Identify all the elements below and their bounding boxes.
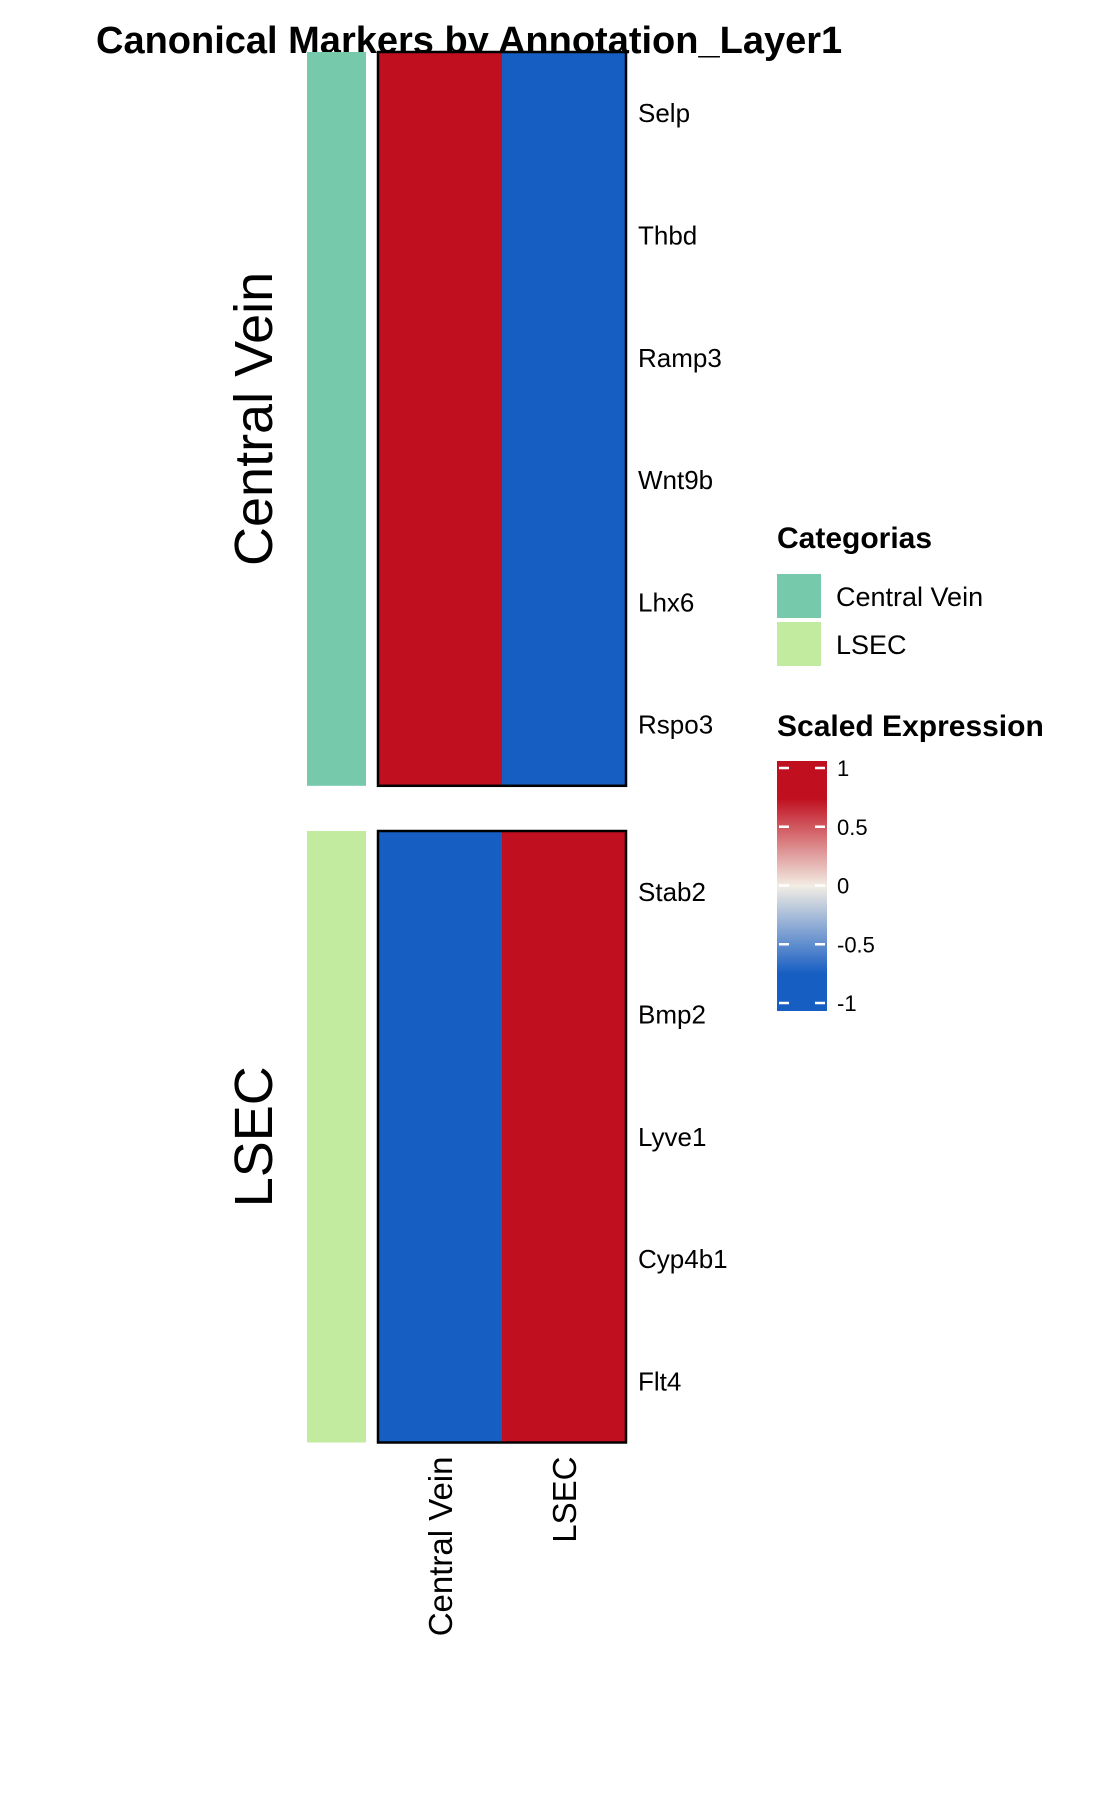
scale-tick-label: 0 [837,874,849,899]
heatmap-cell-ramp3-lsec [502,296,627,420]
row-label-lyve1: Lyve1 [638,1122,706,1152]
heatmap-cell-cyp4b1-lsec [502,1197,627,1321]
row-label-rspo3: Rspo3 [638,710,713,740]
row-label-selp: Selp [638,98,690,128]
row-label-stab2: Stab2 [638,877,706,907]
legend-label-lsec: LSEC [836,630,907,660]
heatmap-cell-selp-central-vein [378,52,503,175]
row-label-ramp3: Ramp3 [638,343,722,373]
column-label-lsec: LSEC [546,1457,583,1543]
heatmap-cell-lyve1-lsec [502,1075,627,1199]
heatmap-cell-ramp3-central-vein [378,296,503,420]
heatmap-cell-bmp2-lsec [502,953,627,1077]
heatmap-cell-flt4-central-vein [378,1320,503,1444]
legend-categories: Categorias Central Vein LSEC [777,522,983,666]
row-group-label-lsec: LSEC [224,1066,284,1207]
row-labels: Selp Thbd Ramp3 Wnt9b Lhx6 Rspo3 Stab2 Bmp2 Lyve… [638,98,728,1396]
heatmap-block-border-lsec [376,829,628,1444]
row-label-thbd: Thbd [638,220,697,250]
heatmap-cell-rspo3-central-vein [378,663,503,787]
heatmap-cell-selp-lsec [502,52,627,175]
heatmap-cell-stab2-central-vein [378,831,503,954]
scale-tick-label: 1 [837,756,849,781]
legend-swatch-central-vein [777,574,821,618]
heatmap-cell-thbd-lsec [502,174,627,298]
legend-categories-title: Categorias [777,522,932,555]
row-label-cyp4b1: Cyp4b1 [638,1244,728,1274]
heatmap-cell-lhx6-central-vein [378,541,503,665]
legend-scale: Scaled Expression 1 0.5 0 -0.5 -1 [777,710,1044,1016]
annotation-bar-lsec [307,831,366,1443]
row-group-annotation-bars [307,52,366,1443]
heatmap-cell-lhx6-lsec [502,541,627,665]
row-label-lhx6: Lhx6 [638,587,694,617]
scale-tick-label: -1 [837,991,857,1016]
heatmap-cell-wnt9b-lsec [502,418,627,542]
heatmap-cell-thbd-central-vein [378,174,503,298]
row-label-flt4: Flt4 [638,1366,681,1396]
heatmap-cell-bmp2-central-vein [378,953,503,1077]
heatmap-cell-cyp4b1-central-vein [378,1197,503,1321]
heatmap-cell-rspo3-lsec [502,663,627,787]
scale-tick-label: 0.5 [837,815,868,840]
heatmap-cell-stab2-lsec [502,831,627,954]
legend-label-central-vein: Central Vein [836,582,983,612]
heatmap-cell-flt4-lsec [502,1320,627,1444]
row-label-wnt9b: Wnt9b [638,465,713,495]
heatmap-block-border-central-vein [376,50,628,788]
scale-tick-label: -0.5 [837,932,875,957]
heatmap-cells [378,52,627,1444]
legend-swatch-lsec [777,622,821,666]
row-label-bmp2: Bmp2 [638,999,706,1029]
legend-scale-title: Scaled Expression [777,710,1044,743]
heatmap-cell-wnt9b-central-vein [378,418,503,542]
annotation-bar-central-vein [307,52,366,786]
column-labels: Central Vein LSEC [422,1457,583,1637]
heatmap-cell-lyve1-central-vein [378,1075,503,1199]
row-group-label-central-vein: Central Vein [224,272,284,566]
column-label-central-vein: Central Vein [422,1457,459,1637]
row-group-labels: Central Vein LSEC [224,272,284,1207]
heatmap-block-borders [376,50,628,1444]
